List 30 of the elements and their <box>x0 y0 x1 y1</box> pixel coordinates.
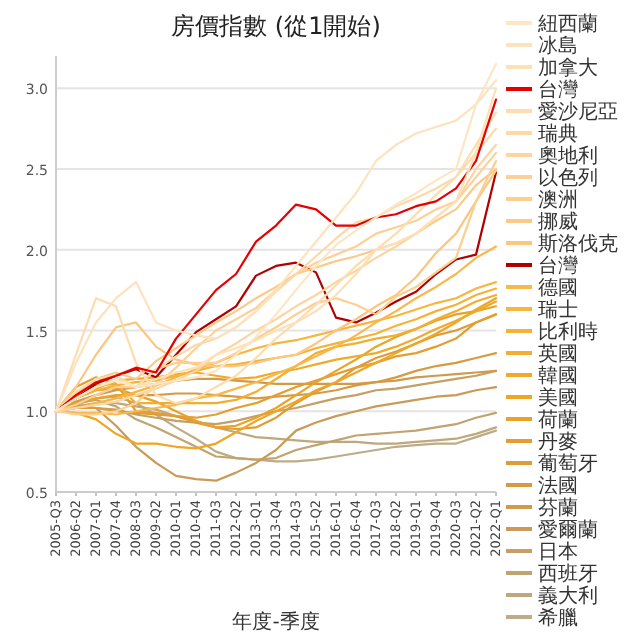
legend-label: 愛沙尼亞 <box>538 100 618 125</box>
legend-label: 澳洲 <box>538 188 578 213</box>
legend-label: 台灣 <box>538 254 578 279</box>
legend-label: 比利時 <box>538 320 598 345</box>
legend-label: 加拿大 <box>538 56 598 81</box>
legend-label: 韓國 <box>538 364 578 389</box>
legend-label: 瑞典 <box>538 122 578 147</box>
legend-label: 英國 <box>538 342 578 367</box>
legend-label: 斯洛伐克 <box>538 232 618 257</box>
legend-label: 台灣 <box>538 78 578 103</box>
legend-label: 德國 <box>538 278 578 301</box>
legend-label: 紐西蘭 <box>536 12 598 37</box>
legend-label: 冰島 <box>538 34 578 59</box>
legend-label: 西班牙 <box>538 562 598 587</box>
legend-label: 美國 <box>538 386 578 411</box>
legend-label: 奧地利 <box>538 144 598 169</box>
legend-label: 義大利 <box>538 584 598 609</box>
chart-title: 房價指數 (從1開始) <box>171 12 381 40</box>
legend-label: 芬蘭 <box>538 496 578 521</box>
legend-label: 挪威 <box>538 210 578 235</box>
legend-label: 愛爾蘭 <box>538 518 598 543</box>
legend-label: 希臘 <box>538 606 578 631</box>
legend-label: 荷蘭 <box>538 408 578 433</box>
legend-label: 葡萄牙 <box>538 452 598 477</box>
legend-label: 以色列 <box>538 166 598 191</box>
x-axis-title: 年度-季度 <box>232 610 320 634</box>
legend-label: 法國 <box>538 474 578 499</box>
legend-label: 瑞士 <box>538 298 578 323</box>
legend-label: 丹麥 <box>538 430 578 455</box>
legend-label: 日本 <box>538 540 578 565</box>
